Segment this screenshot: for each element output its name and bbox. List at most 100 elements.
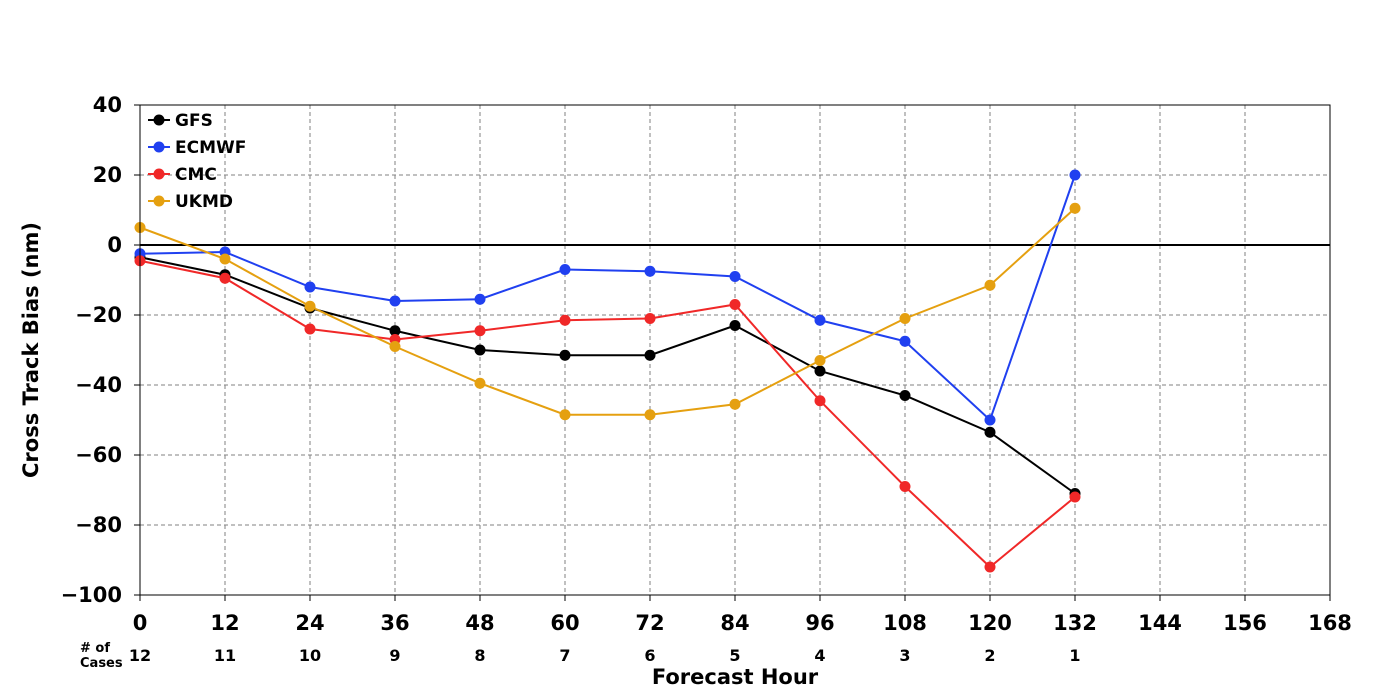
data-point (1069, 169, 1081, 181)
data-point (729, 320, 741, 331)
x-tick-label: 84 (720, 611, 749, 635)
legend-marker (153, 141, 165, 153)
data-point (729, 271, 741, 282)
x-tick-label: 120 (968, 611, 1012, 635)
case-count: 8 (474, 646, 485, 665)
legend-item-gfs: GFS (148, 111, 213, 131)
y-tick-label: −100 (61, 583, 122, 607)
y-tick-label: 0 (107, 233, 122, 257)
series-gfs (134, 251, 1081, 499)
case-count: 9 (389, 646, 400, 665)
data-point (559, 349, 571, 361)
x-tick-label: 96 (805, 611, 834, 635)
data-point (644, 265, 656, 277)
grid-lines (140, 105, 1330, 595)
y-tick-label: −80 (75, 513, 122, 537)
x-tick-label: 12 (210, 611, 239, 635)
x-tick-label: 72 (635, 611, 664, 635)
y-tick-label: 40 (93, 93, 122, 117)
y-tick-label: −20 (75, 303, 122, 327)
x-axis-title: Forecast Hour (652, 665, 819, 689)
data-point (474, 377, 486, 389)
data-point (559, 409, 571, 421)
data-point (304, 323, 316, 335)
data-point (899, 390, 911, 401)
x-tick-label: 60 (550, 611, 579, 635)
legend-label: GFS (175, 111, 213, 131)
legend-item-ukmd: UKMD (148, 192, 233, 212)
series-ukmd (134, 202, 1081, 421)
legend-label: UKMD (175, 192, 233, 212)
case-count: 2 (984, 646, 995, 665)
data-point (984, 414, 996, 426)
data-point (729, 398, 741, 410)
series-layer (134, 169, 1081, 573)
data-point (899, 335, 911, 347)
data-point (899, 481, 911, 492)
case-count: 3 (899, 646, 910, 665)
case-count: 10 (299, 646, 321, 665)
legend: GFS ECMWF CMC UKMD (148, 111, 246, 212)
series-line (139, 256, 1076, 495)
series-line (139, 259, 1076, 569)
x-tick-label: 108 (883, 611, 927, 635)
legend-label: ECMWF (175, 138, 246, 158)
data-point (219, 272, 231, 284)
case-count: 4 (814, 646, 825, 665)
data-point (474, 293, 486, 305)
case-count: 12 (129, 646, 151, 665)
data-point (474, 344, 486, 356)
data-point (304, 300, 316, 312)
data-point (644, 349, 656, 361)
legend-marker (153, 195, 165, 207)
legend-item-cmc: CMC (148, 165, 217, 185)
case-count: 5 (729, 646, 740, 665)
data-point (814, 355, 826, 366)
data-point (899, 313, 911, 324)
legend-item-ecmwf: ECMWF (148, 138, 246, 158)
y-tick-label: 20 (93, 163, 122, 187)
data-point (389, 325, 401, 337)
legend-marker (153, 114, 165, 126)
case-count: 11 (214, 646, 236, 665)
case-count: 6 (644, 646, 655, 665)
data-point (559, 264, 571, 275)
series-line (139, 174, 1076, 422)
data-point (814, 365, 826, 377)
y-axis-ticks: −100 −80 −60 −40 −20 0 20 40 (61, 93, 140, 607)
y-tick-label: −60 (75, 443, 122, 467)
cases-label: # of (80, 641, 110, 656)
series-line (139, 207, 1076, 416)
x-tick-label: 156 (1223, 611, 1267, 635)
data-point (474, 325, 486, 337)
series-cmc (134, 255, 1081, 573)
data-point (389, 341, 401, 352)
x-tick-label: 168 (1308, 611, 1352, 635)
data-point (1069, 491, 1081, 503)
x-axis-ticks: 0 12 24 36 48 60 72 84 96 108 120 132 144 156 168 (133, 595, 1352, 635)
x-tick-label: 0 (133, 611, 148, 635)
data-point (644, 409, 656, 421)
legend-marker (153, 168, 165, 180)
data-point (559, 314, 571, 326)
x-tick-label: 36 (380, 611, 409, 635)
series-ecmwf (134, 169, 1081, 426)
y-axis-title: Cross Track Bias (nm) (19, 222, 43, 478)
x-tick-label: 144 (1138, 611, 1182, 635)
data-point (984, 561, 996, 573)
data-point (984, 279, 996, 291)
data-point (644, 313, 656, 324)
x-tick-label: 132 (1053, 611, 1097, 635)
x-tick-label: 48 (465, 611, 494, 635)
legend-label: CMC (175, 165, 217, 185)
data-point (814, 314, 826, 326)
x-tick-label: 24 (295, 611, 324, 635)
data-point (1069, 202, 1081, 214)
cases-label: Cases (80, 656, 123, 671)
data-point (219, 253, 231, 265)
data-point (814, 395, 826, 407)
data-point (389, 295, 401, 307)
case-count: 1 (1069, 646, 1080, 665)
